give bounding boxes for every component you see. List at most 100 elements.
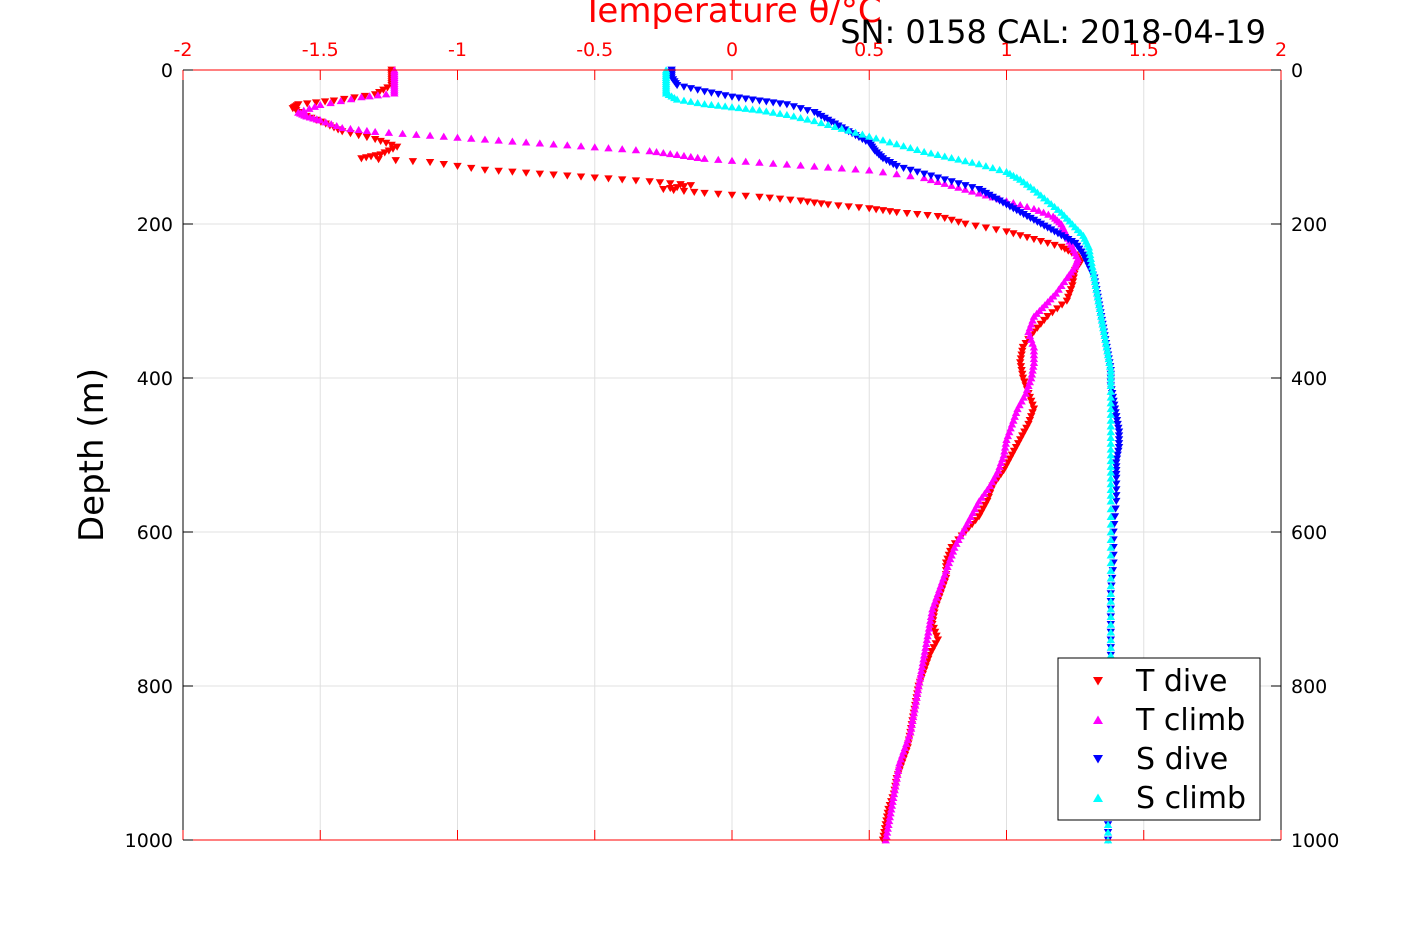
data-point xyxy=(998,199,1008,207)
data-point xyxy=(916,670,925,678)
data-point xyxy=(1106,559,1116,567)
data-point xyxy=(357,93,366,101)
data-point xyxy=(1106,505,1116,513)
data-point xyxy=(1086,251,1095,259)
data-point xyxy=(981,224,991,232)
data-point xyxy=(320,98,330,106)
data-point xyxy=(892,774,901,782)
data-point xyxy=(1106,399,1116,407)
data-point xyxy=(1087,258,1096,266)
data-point xyxy=(888,797,897,805)
data-point xyxy=(865,132,874,140)
data-point xyxy=(924,628,933,636)
data-point xyxy=(329,97,339,105)
data-point xyxy=(1028,366,1037,374)
data-point xyxy=(1011,443,1021,452)
data-point xyxy=(1025,416,1035,425)
data-point xyxy=(1106,543,1116,551)
data-point xyxy=(1060,234,1070,242)
data-point xyxy=(1106,651,1116,659)
legend-label: S dive xyxy=(1136,742,1228,777)
data-point xyxy=(1034,206,1043,214)
data-point xyxy=(700,88,709,96)
data-point xyxy=(926,172,936,180)
series-t-climb xyxy=(294,66,1083,844)
data-point xyxy=(954,180,963,188)
data-point xyxy=(666,180,675,188)
data-point xyxy=(885,208,895,216)
data-point xyxy=(878,136,888,144)
data-point xyxy=(700,189,709,197)
data-point xyxy=(1068,278,1078,286)
data-point xyxy=(1017,366,1026,375)
legend-box xyxy=(1057,657,1261,821)
data-point xyxy=(912,693,921,701)
data-point xyxy=(618,145,627,153)
data-point xyxy=(930,628,940,636)
data-point xyxy=(1085,247,1094,255)
data-point xyxy=(316,116,325,124)
data-point xyxy=(508,168,517,176)
data-point xyxy=(439,160,448,169)
data-point xyxy=(907,720,916,728)
data-point xyxy=(851,128,860,136)
data-point xyxy=(885,813,895,821)
data-point xyxy=(925,620,934,628)
data-point xyxy=(357,155,366,163)
data-point xyxy=(1022,424,1031,432)
data-point xyxy=(1066,286,1076,294)
data-point xyxy=(1106,597,1116,605)
data-point xyxy=(947,178,956,186)
data-point xyxy=(1036,220,1046,228)
data-point xyxy=(1002,228,1011,236)
data-point xyxy=(861,137,871,146)
data-point xyxy=(1007,451,1017,459)
data-point xyxy=(1094,301,1104,309)
data-point xyxy=(871,134,881,142)
legend-label: T climb xyxy=(1135,703,1245,738)
data-point xyxy=(1101,339,1111,347)
data-point xyxy=(1099,328,1109,336)
data-point xyxy=(1039,208,1048,216)
data-point xyxy=(655,179,665,187)
data-point xyxy=(1018,432,1027,440)
data-point xyxy=(796,161,805,169)
data-point xyxy=(425,131,435,139)
data-point xyxy=(686,182,696,190)
data-point xyxy=(885,138,895,146)
data-point xyxy=(1002,201,1011,209)
data-point xyxy=(906,172,915,180)
data-point xyxy=(1112,480,1121,488)
data-point xyxy=(899,164,908,172)
data-point xyxy=(1094,297,1103,305)
data-point xyxy=(947,216,956,224)
data-point xyxy=(923,211,932,220)
data-point xyxy=(1097,316,1107,324)
data-point xyxy=(755,158,764,166)
data-point xyxy=(922,636,932,644)
data-point xyxy=(1106,535,1116,544)
data-point xyxy=(775,195,785,203)
data-point xyxy=(563,141,572,149)
data-point xyxy=(1089,270,1098,278)
data-point xyxy=(1009,205,1018,213)
data-point xyxy=(604,175,613,183)
data-point xyxy=(1027,413,1036,421)
data-point xyxy=(340,95,349,104)
data-point xyxy=(1033,324,1042,332)
data-point xyxy=(1022,234,1032,242)
data-point xyxy=(1040,222,1049,230)
data-point xyxy=(1106,439,1116,447)
data-point xyxy=(1103,828,1113,836)
y-tick-label-left: 0 xyxy=(161,60,173,82)
data-point xyxy=(1022,212,1032,221)
data-point xyxy=(1112,455,1122,463)
data-point xyxy=(827,118,836,126)
legend-marker xyxy=(1093,755,1103,764)
data-point xyxy=(1057,301,1067,309)
data-point xyxy=(1064,293,1073,301)
data-point xyxy=(1016,209,1025,217)
x-tick-label: -1.5 xyxy=(302,39,339,61)
data-point xyxy=(1084,243,1094,251)
data-point xyxy=(1016,363,1026,371)
